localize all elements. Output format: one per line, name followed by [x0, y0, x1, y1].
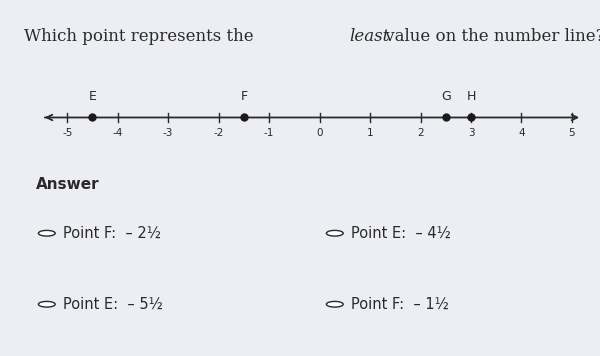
Text: 0: 0 [316, 129, 323, 138]
Text: H: H [466, 90, 476, 103]
Circle shape [326, 230, 343, 236]
Text: 3: 3 [467, 129, 474, 138]
Text: F: F [241, 90, 247, 103]
Circle shape [38, 230, 55, 236]
Text: -2: -2 [214, 129, 224, 138]
Text: Answer: Answer [36, 177, 100, 193]
Circle shape [326, 302, 343, 307]
Text: 5: 5 [569, 129, 575, 138]
Text: 1: 1 [367, 129, 373, 138]
Text: -4: -4 [113, 129, 123, 138]
Text: Point E:  – 5½: Point E: – 5½ [63, 297, 163, 312]
Text: Point F:  – 1½: Point F: – 1½ [351, 297, 449, 312]
Text: -1: -1 [264, 129, 274, 138]
Text: Which point represents the: Which point represents the [24, 28, 259, 46]
Circle shape [38, 302, 55, 307]
Text: Point E:  – 4½: Point E: – 4½ [351, 226, 451, 241]
Text: -3: -3 [163, 129, 173, 138]
Text: G: G [441, 90, 451, 103]
Text: 2: 2 [417, 129, 424, 138]
Text: E: E [89, 90, 97, 103]
Text: -5: -5 [62, 129, 73, 138]
Text: least: least [349, 28, 389, 46]
Text: 4: 4 [518, 129, 525, 138]
Text: Point F:  – 2½: Point F: – 2½ [63, 226, 161, 241]
Text: value on the number line?: value on the number line? [380, 28, 600, 46]
